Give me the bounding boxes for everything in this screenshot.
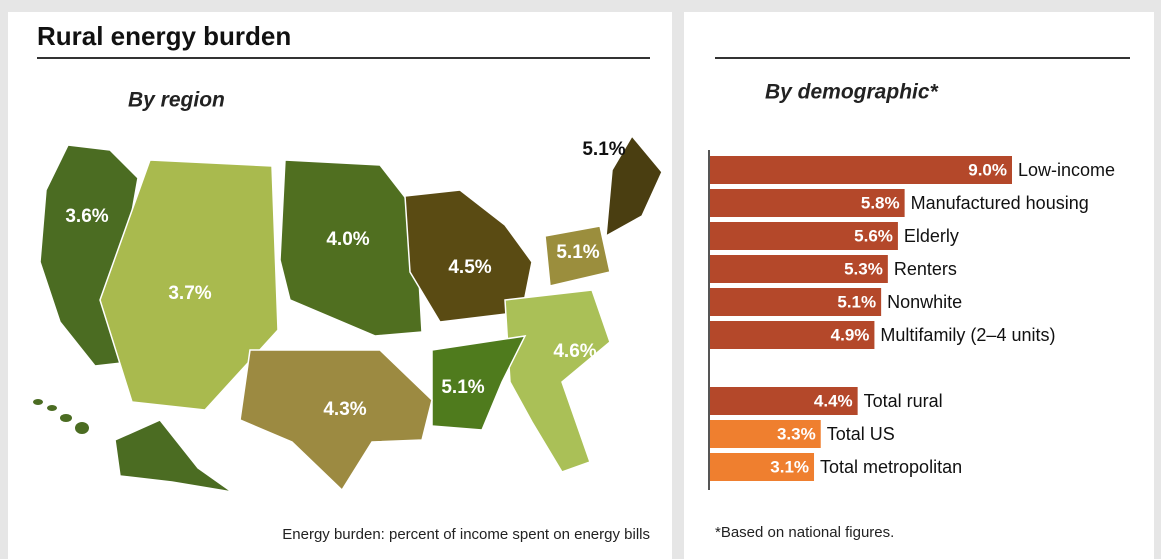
- region: [544, 225, 611, 287]
- bar: [710, 420, 821, 448]
- bar: [710, 387, 858, 415]
- category-label: Total rural: [864, 391, 943, 411]
- region-label: 3.7%: [168, 283, 211, 304]
- bar: [710, 453, 815, 481]
- category-label: Multifamily (2–4 units): [880, 325, 1055, 345]
- region-label: 5.1%: [441, 377, 484, 398]
- bar: [710, 156, 1012, 184]
- region: [404, 189, 533, 323]
- region: [279, 159, 423, 337]
- category-label: Nonwhite: [887, 292, 962, 312]
- bar: [710, 288, 882, 316]
- region-label: 4.6%: [553, 341, 596, 362]
- region: [114, 419, 233, 493]
- value-label: 9.0%: [968, 160, 1007, 179]
- region: [504, 289, 611, 473]
- region-label: 4.0%: [326, 229, 369, 250]
- region: [605, 134, 663, 238]
- region-label: 4.3%: [323, 399, 366, 420]
- value-label: 3.1%: [770, 457, 809, 476]
- region-label: 5.1%: [556, 242, 599, 263]
- value-label: 5.1%: [837, 292, 876, 311]
- map-title: By region: [128, 89, 225, 112]
- chart-title: By demographic*: [765, 81, 939, 104]
- value-label: 5.6%: [854, 226, 893, 245]
- map-note: Energy burden: percent of income spent o…: [282, 526, 650, 543]
- region: [431, 335, 527, 431]
- bar: [710, 321, 875, 349]
- value-label: 5.8%: [861, 193, 900, 212]
- value-label: 3.3%: [777, 424, 816, 443]
- value-label: 4.4%: [814, 391, 853, 410]
- value-label: 4.9%: [831, 325, 870, 344]
- category-label: Low-income: [1018, 160, 1115, 180]
- category-label: Total metropolitan: [820, 457, 962, 477]
- region: [99, 159, 279, 411]
- region-label: 4.5%: [448, 257, 491, 278]
- bar: [710, 189, 905, 217]
- hawaii: [33, 399, 89, 434]
- region-label: 5.1%: [582, 139, 625, 160]
- category-label: Total US: [827, 424, 895, 444]
- value-label: 5.3%: [844, 259, 883, 278]
- category-label: Manufactured housing: [911, 193, 1089, 213]
- bar: [710, 222, 898, 250]
- category-label: Elderly: [904, 226, 959, 246]
- bar: [710, 255, 888, 283]
- chart-note: *Based on national figures.: [715, 524, 894, 541]
- category-label: Renters: [894, 259, 957, 279]
- title: Rural energy burden: [37, 21, 291, 51]
- region-label: 3.6%: [65, 206, 108, 227]
- region: [239, 349, 433, 492]
